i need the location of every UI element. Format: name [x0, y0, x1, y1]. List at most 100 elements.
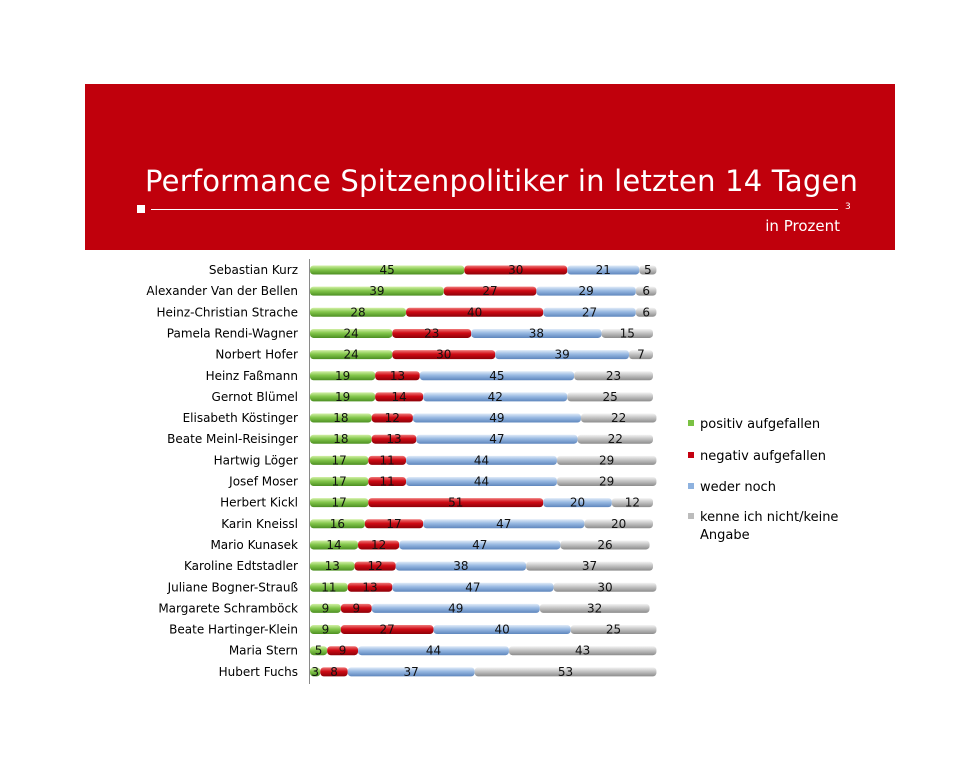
bar-segment-weder-noch-heinz-fassmann	[419, 371, 575, 381]
bar-segment-weder-noch-margarete-schramboeck	[371, 603, 540, 613]
bar-segment-positiv-aufgefallen-alexander-van-der-bellen	[310, 286, 444, 296]
data-label-positiv-aufgefallen-sebastian-kurz: 45	[380, 263, 395, 277]
category-label-beate-meinl-reisinger: Beate Meinl-Reisinger	[167, 432, 298, 446]
data-label-negativ-aufgefallen-maria-stern: 9	[339, 644, 347, 658]
category-label-hubert-fuchs: Hubert Fuchs	[219, 665, 298, 679]
data-label-positiv-aufgefallen-heinz-christian-strache: 28	[350, 305, 365, 319]
data-label-kenne-ich-nicht-keine-angabe-hartwig-loeger: 29	[599, 453, 614, 467]
bar-segment-negativ-aufgefallen-heinz-christian-strache	[406, 307, 544, 317]
bar-segment-weder-noch-pamela-rendi-wagner	[471, 328, 602, 338]
bar-segment-positiv-aufgefallen-maria-stern	[310, 646, 328, 656]
bar-segment-kenne-ich-nicht-keine-angabe-elisabeth-koestinger	[580, 413, 657, 423]
bar-segment-weder-noch-beate-meinl-reisinger	[416, 434, 578, 444]
header-banner: Performance Spitzenpolitiker in letzten …	[85, 84, 895, 250]
legend-swatch-kenne-ich-nicht-keine-angabe	[688, 513, 694, 519]
data-label-positiv-aufgefallen-hartwig-loeger: 17	[332, 453, 347, 467]
category-label-josef-moser: Josef Moser	[228, 475, 298, 489]
category-label-elisabeth-koestinger: Elisabeth Köstinger	[183, 411, 298, 425]
bar-segment-positiv-aufgefallen-gernot-bluemel	[310, 392, 376, 402]
data-label-positiv-aufgefallen-mario-kunasek: 14	[326, 538, 341, 552]
data-label-positiv-aufgefallen-norbert-hofer: 24	[344, 348, 359, 362]
bar-segment-positiv-aufgefallen-mario-kunasek	[310, 540, 359, 550]
data-label-kenne-ich-nicht-keine-angabe-maria-stern: 43	[575, 644, 590, 658]
data-label-negativ-aufgefallen-beate-hartinger-klein: 27	[380, 623, 395, 637]
bar-segment-positiv-aufgefallen-herbert-kickl	[310, 498, 369, 508]
data-label-weder-noch-karoline-edtstadler: 38	[453, 559, 468, 573]
bar-segment-positiv-aufgefallen-pamela-rendi-wagner	[310, 328, 393, 338]
data-label-negativ-aufgefallen-hartwig-loeger: 11	[380, 453, 395, 467]
bullet-square-icon	[137, 205, 145, 213]
bar-segment-weder-noch-juliane-bogner-strauss	[392, 582, 554, 592]
bar-segment-kenne-ich-nicht-keine-angabe-herbert-kickl	[611, 498, 653, 508]
data-label-positiv-aufgefallen-karoline-edtstadler: 13	[325, 559, 340, 573]
data-label-positiv-aufgefallen-heinz-fassmann: 19	[335, 369, 350, 383]
data-label-weder-noch-beate-meinl-reisinger: 47	[489, 432, 504, 446]
legend-label-negativ-aufgefallen: negativ aufgefallen	[700, 449, 826, 464]
data-label-weder-noch-heinz-christian-strache: 27	[582, 305, 597, 319]
data-label-positiv-aufgefallen-josef-moser: 17	[332, 475, 347, 489]
data-label-negativ-aufgefallen-juliane-bogner-strauss: 13	[362, 580, 377, 594]
bar-segment-positiv-aufgefallen-heinz-fassmann	[310, 371, 376, 381]
bar-segment-weder-noch-sebastian-kurz	[567, 265, 640, 275]
data-label-positiv-aufgefallen-margarete-schramboeck: 9	[322, 601, 330, 615]
data-label-kenne-ich-nicht-keine-angabe-beate-hartinger-klein: 25	[606, 623, 621, 637]
category-label-maria-stern: Maria Stern	[229, 644, 298, 658]
category-label-mario-kunasek: Mario Kunasek	[210, 538, 298, 552]
bar-segment-weder-noch-beate-hartinger-klein	[433, 625, 571, 635]
bar-segment-positiv-aufgefallen-karoline-edtstadler	[310, 561, 355, 571]
data-label-kenne-ich-nicht-keine-angabe-margarete-schramboeck: 32	[587, 601, 602, 615]
bar-segment-kenne-ich-nicht-keine-angabe-sebastian-kurz	[639, 265, 657, 275]
data-label-negativ-aufgefallen-beate-meinl-reisinger: 13	[386, 432, 401, 446]
data-label-negativ-aufgefallen-norbert-hofer: 30	[436, 348, 451, 362]
data-label-kenne-ich-nicht-keine-angabe-gernot-bluemel: 25	[602, 390, 617, 404]
data-label-negativ-aufgefallen-sebastian-kurz: 30	[508, 263, 523, 277]
bar-segment-negativ-aufgefallen-elisabeth-koestinger	[371, 413, 413, 423]
bar-segment-kenne-ich-nicht-keine-angabe-hubert-fuchs	[474, 667, 657, 677]
bar-segment-weder-noch-hubert-fuchs	[347, 667, 475, 677]
page-subtitle: in Prozent	[765, 217, 840, 235]
bar-segment-kenne-ich-nicht-keine-angabe-alexander-van-der-bellen	[635, 286, 657, 296]
bar-segment-weder-noch-maria-stern	[358, 646, 509, 656]
legend-swatch-negativ-aufgefallen	[688, 452, 694, 458]
bar-segment-positiv-aufgefallen-beate-meinl-reisinger	[310, 434, 372, 444]
data-label-positiv-aufgefallen-hubert-fuchs: 3	[311, 665, 319, 679]
data-label-weder-noch-elisabeth-koestinger: 49	[489, 411, 504, 425]
bar-segment-positiv-aufgefallen-beate-hartinger-klein	[310, 625, 341, 635]
data-label-positiv-aufgefallen-maria-stern: 5	[315, 644, 323, 658]
data-label-kenne-ich-nicht-keine-angabe-karoline-edtstadler: 37	[582, 559, 597, 573]
legend: positiv aufgefallen negativ aufgefallen we…	[688, 417, 838, 543]
bar-segment-negativ-aufgefallen-norbert-hofer	[392, 350, 496, 360]
bar-segment-weder-noch-alexander-van-der-bellen	[536, 286, 636, 296]
legend-swatch-positiv-aufgefallen	[688, 420, 694, 426]
legend-label-weder-noch: weder noch	[700, 480, 776, 495]
legend-label-kenne-ich-nicht-keine-angabe: kenne ich nicht/keine Angabe	[700, 510, 838, 543]
data-label-weder-noch-karin-kneissl: 47	[496, 517, 511, 531]
bar-segment-weder-noch-norbert-hofer	[495, 350, 629, 360]
data-label-positiv-aufgefallen-gernot-bluemel: 19	[335, 390, 350, 404]
data-label-kenne-ich-nicht-keine-angabe-karin-kneissl: 20	[611, 517, 626, 531]
bar-segment-negativ-aufgefallen-josef-moser	[368, 477, 407, 486]
bar-segment-negativ-aufgefallen-beate-meinl-reisinger	[371, 434, 417, 444]
bar-segment-kenne-ich-nicht-keine-angabe-karin-kneissl	[584, 519, 653, 529]
bar-segment-positiv-aufgefallen-karin-kneissl	[310, 519, 365, 529]
bar-segment-negativ-aufgefallen-herbert-kickl	[368, 498, 544, 508]
category-label-margarete-schramboeck: Margarete Schramböck	[158, 601, 298, 615]
bar-segment-kenne-ich-nicht-keine-angabe-norbert-hofer	[628, 350, 653, 360]
data-label-negativ-aufgefallen-alexander-van-der-bellen: 27	[482, 284, 497, 298]
data-label-negativ-aufgefallen-mario-kunasek: 12	[371, 538, 386, 552]
data-label-negativ-aufgefallen-heinz-fassmann: 13	[390, 369, 405, 383]
bar-segment-weder-noch-mario-kunasek	[399, 540, 561, 550]
bar-segment-negativ-aufgefallen-beate-hartinger-klein	[340, 625, 434, 635]
category-label-beate-hartinger-klein: Beate Hartinger-Klein	[169, 623, 298, 637]
data-label-negativ-aufgefallen-hubert-fuchs: 8	[330, 665, 338, 679]
bar-segment-negativ-aufgefallen-karin-kneissl	[364, 519, 424, 529]
bar-segment-negativ-aufgefallen-maria-stern	[327, 646, 359, 656]
data-label-negativ-aufgefallen-heinz-christian-strache: 40	[467, 305, 482, 319]
data-label-negativ-aufgefallen-herbert-kickl: 51	[448, 496, 463, 510]
data-label-negativ-aufgefallen-karoline-edtstadler: 12	[368, 559, 383, 573]
data-label-positiv-aufgefallen-juliane-bogner-strauss: 11	[321, 580, 336, 594]
bar-segment-kenne-ich-nicht-keine-angabe-heinz-christian-strache	[635, 307, 657, 317]
data-label-weder-noch-heinz-fassmann: 45	[489, 369, 504, 383]
page-number: 3	[845, 202, 851, 212]
